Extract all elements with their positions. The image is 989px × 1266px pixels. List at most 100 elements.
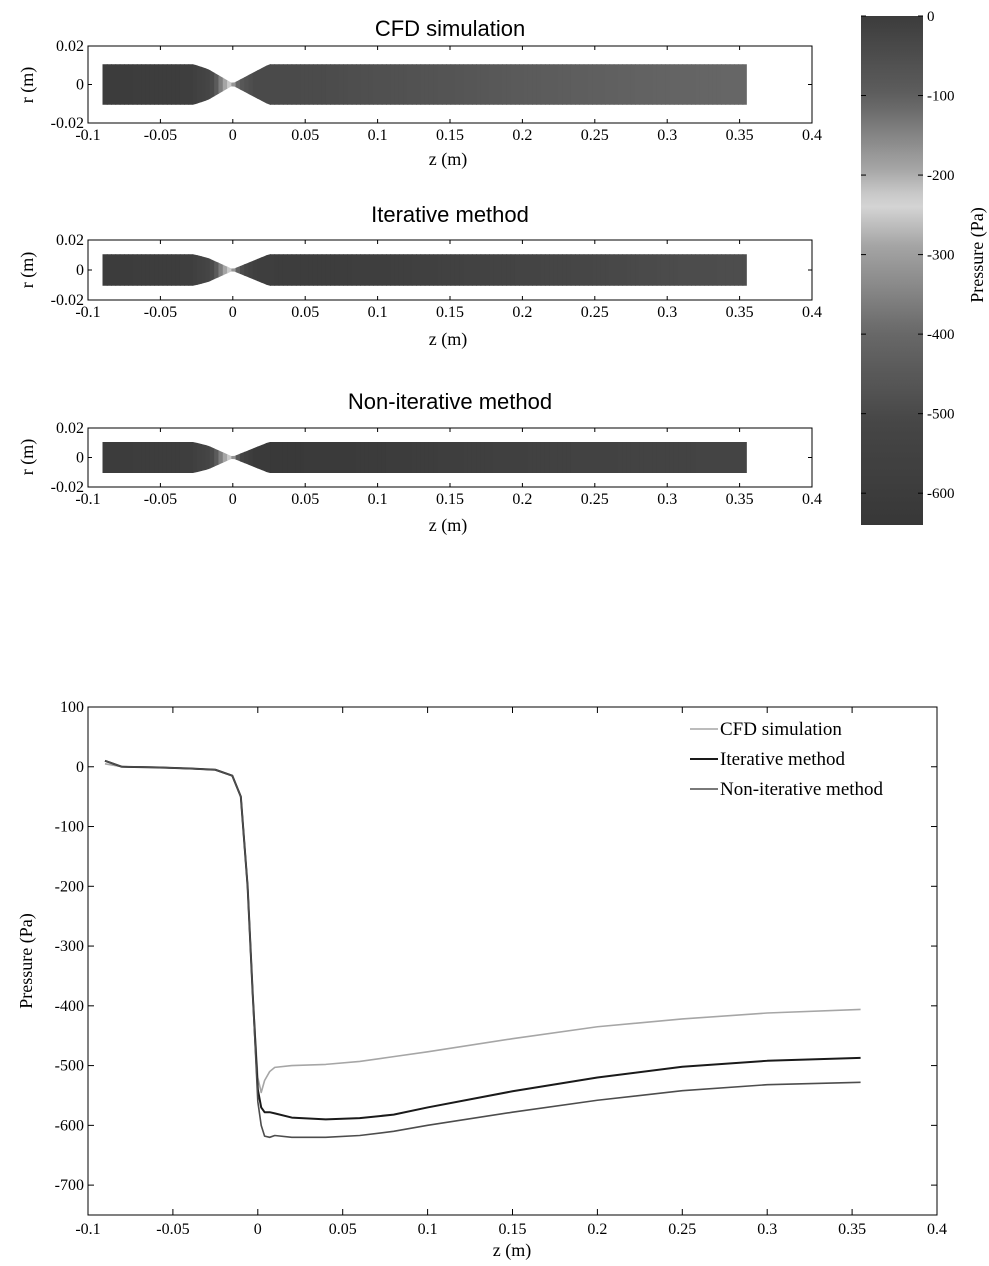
heatmap-cell [184,254,190,286]
heatmap-cell [459,254,465,286]
x-tick-label: 0.4 [927,1221,947,1238]
x-tick-label: 0.2 [587,1221,607,1238]
heatmap-cell [428,442,435,473]
heatmap-cell [540,254,546,286]
heatmap-cell [673,442,679,473]
heatmap-cell [648,442,654,473]
heatmap-cell [338,254,344,286]
heatmap-cell [699,442,705,473]
heatmap-cell [510,64,516,105]
heatmap-cell [587,442,593,473]
x-tick-label: 0.3 [657,491,677,508]
heatmap-cell [514,64,520,105]
heatmap-cell [454,442,460,473]
heatmap-cell [532,254,538,286]
heatmap-cell [463,64,469,105]
x-tick-label: 0.05 [291,304,319,321]
heatmap-cell [390,254,396,286]
x-tick-label: 0.35 [726,304,754,321]
heatmap-cell [231,64,237,105]
heatmap-cell [497,64,503,105]
heatmap-cell [557,442,563,473]
heatmap-cell [209,254,215,286]
heatmap-cell [244,254,250,286]
heatmap-cell [325,442,331,473]
heatmap-cell [699,254,705,286]
heatmap-cell [128,254,134,286]
x-tick-label: 0.25 [581,127,609,144]
heatmap-cell [102,442,108,473]
heatmap-cell [343,442,349,473]
heatmap-cell [398,64,404,105]
heatmap-cell [416,442,422,473]
heatmap-cell [214,64,220,105]
heatmap-cell [364,64,370,105]
x-axis-label: z (m) [429,149,467,170]
heatmap-cell [377,442,383,473]
heatmap-cell [566,254,572,286]
heatmap-cell [252,64,258,105]
heatmap-cell [600,64,606,105]
heatmap-cell [549,254,555,286]
heatmap-cell [583,64,589,105]
heatmap-cell [450,254,456,286]
x-tick-label: 0.3 [657,304,677,321]
y-tick-label: -0.02 [51,479,84,496]
x-tick-label: -0.1 [75,127,100,144]
legend-label: Iterative method [720,749,846,770]
heatmap-cell [403,442,409,473]
heatmap-cell [506,254,512,286]
heatmap-cell [252,442,258,473]
heatmap-cell [523,254,529,286]
heatmap-cell [695,442,701,473]
heatmap-cell [467,254,473,286]
x-tick-label: 0.35 [726,127,754,144]
heatmap-cell [480,64,486,105]
heatmap-cell [252,254,258,286]
heatmap-cell [665,64,671,105]
heatmap-cell [274,442,280,473]
colorbar-gradient [861,16,923,525]
heatmap-cell [158,442,164,473]
heatmap-cell [596,254,602,286]
heatmap-cell [708,64,714,105]
heatmap-cell [420,442,426,473]
heatmap-cell [106,64,112,105]
heatmap-cell [330,64,336,105]
heatmap-cell [295,442,301,473]
heatmap-cell [343,254,349,286]
x-tick-label: 0.1 [368,304,388,321]
heatmap-cell [274,254,280,286]
heatmap-cell [205,254,211,286]
y-axis-label: Pressure (Pa) [16,913,37,1008]
heatmap-cell [385,64,392,105]
heatmap-cell [729,64,735,105]
heatmap-cell [248,64,254,105]
heatmap-cell [347,442,353,473]
heatmap-cell [484,442,490,473]
heatmap-cell [501,442,508,473]
heatmap-cell [162,254,168,286]
heatmap-cell [583,254,589,286]
heatmap-cell [227,64,233,105]
heatmap-cell [364,442,370,473]
heatmap-cell [209,64,215,105]
heatmap-cell [424,442,430,473]
heatmap-cell [149,442,155,473]
heatmap-cell [471,254,478,286]
heatmap-cell [209,442,215,473]
x-tick-label: 0.15 [436,127,464,144]
heatmap-cell [489,254,495,286]
heatmap-cell [239,442,246,473]
heatmap-cell [484,254,490,286]
heatmap-cell [557,254,563,286]
heatmap-cell [678,64,684,105]
heatmap-cell [519,254,525,286]
y-tick-label: -400 [55,998,84,1015]
heatmap-cell [282,254,288,286]
heatmap-cell [592,254,598,286]
x-tick-label: 0.05 [329,1221,357,1238]
heatmap-cell [656,254,662,286]
heatmap-cell [446,254,452,286]
x-tick-label: -0.05 [144,491,177,508]
